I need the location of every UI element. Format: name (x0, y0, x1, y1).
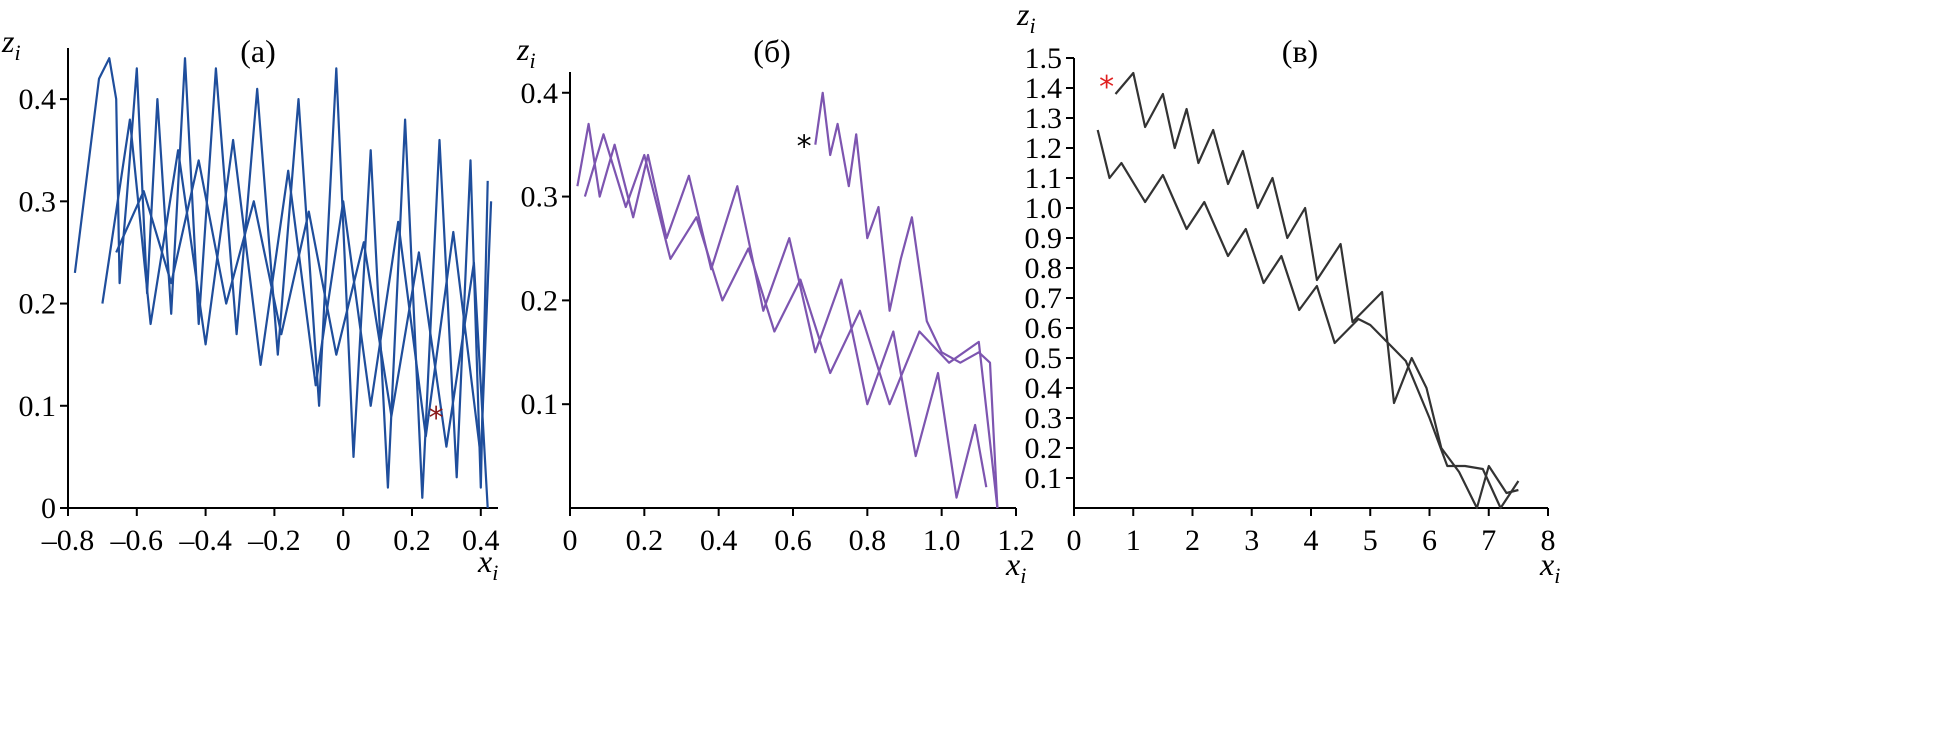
x-tick-label: –0.2 (247, 524, 301, 557)
x-tick-label: 8 (1541, 524, 1556, 557)
y-tick-label: 0.1 (19, 390, 57, 423)
x-tick-label: 6 (1422, 524, 1437, 557)
x-tick-label: 1.2 (997, 524, 1035, 557)
x-tick-label: 0.6 (774, 524, 812, 557)
series-line-2 (101, 118, 493, 458)
start-marker: * (1099, 70, 1114, 105)
x-tick-label: 2 (1185, 524, 1200, 557)
y-tick-label: 1.5 (1025, 42, 1063, 75)
series-line-3 (814, 91, 999, 509)
y-tick-label: 1.3 (1025, 102, 1063, 135)
x-tick-label: –0.8 (41, 524, 95, 557)
y-tick-label: 0.1 (521, 388, 559, 421)
y-tick-label: 1.2 (1025, 132, 1063, 165)
series-line-3 (115, 159, 489, 509)
chart-panel-a: –0.8 –0.6 –0.4 –0.2 0 0.2 0.4 0 0.1 0.2 0.3 0.4 (а) z… (1, 23, 500, 585)
y-tick-label: 1.0 (1025, 192, 1063, 225)
series-line-1 (1114, 71, 1519, 510)
y-tick-label: 1.4 (1025, 72, 1063, 105)
series-line-1 (576, 122, 988, 499)
panel-title: (б) (753, 33, 791, 69)
y-tick-label: 0.3 (19, 185, 57, 218)
x-tick-label: 4 (1304, 524, 1319, 557)
y-axis-label: zi (1016, 0, 1036, 38)
y-tick-label: 0.4 (19, 83, 57, 116)
x-tick-label: 0 (563, 524, 578, 557)
y-tick-label: 0.5 (1025, 342, 1063, 375)
y-axis-label: zi (1, 23, 21, 65)
y-tick-label: 0.3 (521, 181, 559, 214)
y-tick-label: 0.9 (1025, 222, 1063, 255)
x-tick-label: 0.2 (393, 524, 431, 557)
x-axis-label: xi (1539, 546, 1560, 588)
x-tick-label: 0.4 (700, 524, 738, 557)
x-tick-label: –0.4 (178, 524, 232, 557)
series-line-1 (73, 57, 489, 499)
x-tick-label: 1 (1126, 524, 1141, 557)
x-tick-label: 0 (1067, 524, 1082, 557)
y-tick-label: 0.2 (521, 284, 559, 317)
panel-title: (в) (1282, 33, 1318, 69)
y-tick-label: 0.3 (1025, 402, 1063, 435)
panel-title: (а) (240, 33, 276, 69)
series-line-2 (1096, 129, 1520, 510)
y-tick-label: 0 (41, 492, 56, 525)
y-tick-label: 0.6 (1025, 312, 1063, 345)
x-tick-label: 7 (1481, 524, 1496, 557)
x-tick-label: 0.2 (626, 524, 664, 557)
chart-panel-c: 0 1 2 3 4 5 6 7 80.10.20.30.40.50.60.70.80.91.01… (1016, 0, 1560, 588)
start-marker: * (429, 401, 444, 436)
y-tick-label: 0.7 (1025, 282, 1063, 315)
x-tick-label: 3 (1244, 524, 1259, 557)
y-tick-label: 0.1 (1025, 462, 1063, 495)
x-tick-label: 1.0 (923, 524, 961, 557)
x-tick-label: –0.6 (110, 524, 164, 557)
y-tick-label: 1.1 (1025, 162, 1063, 195)
y-tick-label: 0.8 (1025, 252, 1063, 285)
start-marker: * (797, 130, 812, 165)
series-line-2 (583, 133, 999, 509)
y-tick-label: 0.4 (521, 77, 559, 110)
x-tick-label: 0.8 (849, 524, 887, 557)
y-tick-label: 0.4 (1025, 372, 1063, 405)
y-axis-label: zi (516, 31, 536, 73)
x-tick-label: 0.4 (462, 524, 500, 557)
x-tick-label: 0 (336, 524, 351, 557)
y-tick-label: 0.2 (19, 288, 57, 321)
x-tick-label: 5 (1363, 524, 1378, 557)
y-tick-label: 0.2 (1025, 432, 1063, 465)
